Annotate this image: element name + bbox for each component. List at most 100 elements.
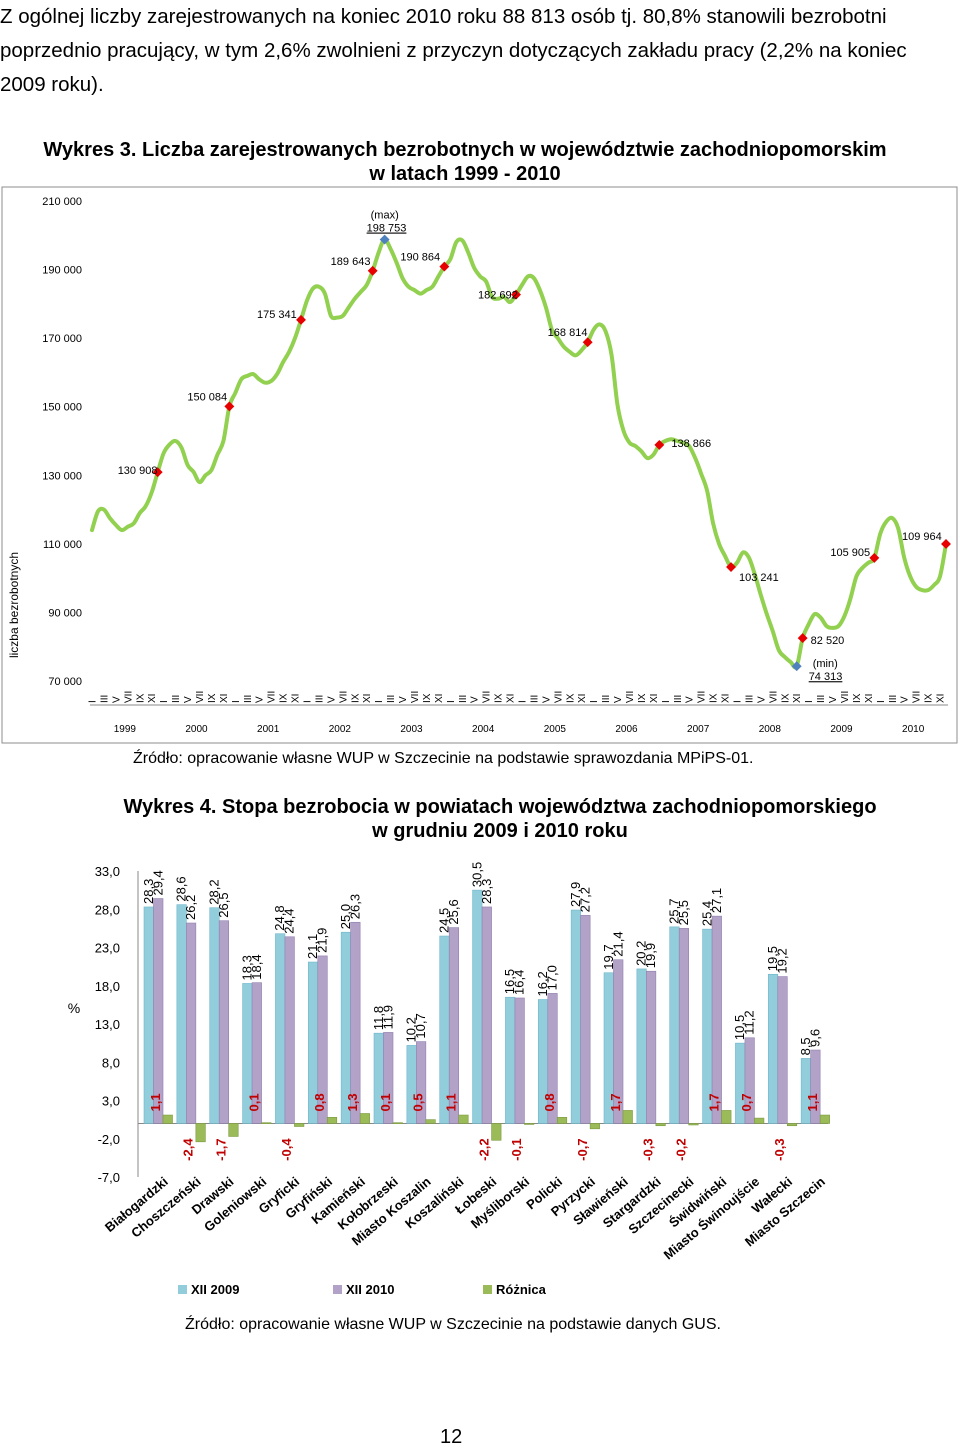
bar [491,1123,502,1141]
bar [754,1117,765,1124]
legend-swatch [178,1285,187,1294]
bar [416,1041,427,1124]
bar-value-label: 19,5 [765,946,780,971]
bar-value-label: 24,4 [282,908,297,933]
month-tick-label: I [88,700,99,703]
chart4-source: Źródło: opracowanie własne WUP w Szczeci… [185,1316,721,1333]
year-label: 2000 [185,724,208,735]
bar-value-label: 21,9 [315,928,330,953]
difference-label: 0,7 [739,1093,754,1111]
bar-chart: 33,028,023,018,013,08,03,0-2,0-7,0 28,32… [68,862,830,1297]
month-tick-label: I [517,700,528,703]
month-tick-label: XI [291,694,302,703]
y-tick-label: 28,0 [95,902,120,917]
bar-value-label: 17,0 [545,965,560,990]
month-tick-label: IX [135,693,146,703]
data-point-marker [367,265,378,276]
month-tick-label: XI [936,694,947,703]
difference-label: 1,3 [345,1093,360,1111]
bar [228,1123,239,1137]
bar-value-label: 21,1 [305,934,320,959]
month-tick-label: V [685,696,696,703]
month-tick-label: IX [350,693,361,703]
bar [275,933,286,1124]
month-tick-label: XI [792,694,803,703]
year-label: 2006 [615,724,638,735]
bar [810,1049,821,1124]
difference-label: 0,1 [378,1093,393,1111]
month-tick-label: IX [494,693,505,703]
month-tick-label: VII [482,691,493,703]
month-tick-label: III [888,695,899,703]
bar [392,1122,403,1124]
month-tick-label: XI [434,694,445,703]
y-tick-label: 110 000 [43,539,82,551]
difference-label: 1,1 [805,1093,820,1111]
bar-value-label: 11,2 [742,1010,757,1034]
bar [646,970,657,1124]
difference-label: -2,4 [181,1138,196,1161]
bar [505,996,516,1124]
year-label: 2001 [257,724,280,735]
bar [458,1114,469,1124]
difference-label: 0,8 [542,1093,557,1111]
bar [162,1114,173,1124]
bar [636,968,647,1124]
y-tick-label: 130 000 [42,470,82,482]
year-label: 2002 [329,724,352,735]
y-axis-label: liczba bezrobotnych [7,552,21,658]
month-tick-label: I [446,700,457,703]
month-tick-label: III [243,695,254,703]
bar-value-label: 25,4 [699,901,714,926]
bar [514,997,525,1124]
month-tick-label: VII [338,691,349,703]
difference-label: 0,8 [312,1093,327,1111]
bar [580,915,591,1124]
month-tick-label: III [816,695,827,703]
bar-value-label: 10,2 [404,1017,419,1042]
bar [570,909,581,1124]
bar [448,927,460,1124]
bar [209,907,220,1124]
data-point-marker [224,401,235,412]
bar [688,1123,699,1126]
bar-value-label: 19,9 [643,943,658,968]
bar [153,898,164,1124]
data-label: 109 964 [902,531,942,543]
difference-label: 1,7 [706,1093,721,1111]
bar-value-label: 21,4 [610,931,625,956]
bar-value-label: 24,8 [272,905,287,930]
y-tick-label: 150 000 [42,402,82,414]
bar [711,915,722,1124]
data-point-marker [582,337,593,348]
difference-label: 1,1 [443,1093,458,1111]
bar [481,906,492,1124]
month-tick-label: VII [912,691,923,703]
month-tick-label: I [732,700,743,703]
difference-label: -0,3 [772,1138,787,1160]
bar [721,1110,732,1124]
month-tick-label: I [159,700,170,703]
data-point-marker [791,661,802,672]
bar-value-label: 26,2 [183,895,198,920]
month-tick-label: III [744,695,755,703]
month-tick-label: XI [219,694,230,703]
data-point-marker [941,539,951,549]
data-label: 190 864 [400,252,440,264]
bar-value-label: 27,1 [709,888,724,913]
month-tick-label: V [183,696,194,703]
bar [472,889,483,1124]
month-tick-label: XI [362,694,373,703]
data-label: 168 814 [548,327,588,339]
month-tick-label: V [470,696,481,703]
bar [383,1032,394,1124]
month-tick-label: III [386,695,397,703]
month-tick-label: III [314,695,325,703]
bar-value-label: 25,5 [676,900,691,925]
bar-value-label: 30,5 [469,862,484,887]
bar [613,959,624,1124]
difference-label: 1,1 [148,1093,163,1111]
y-tick-label: 170 000 [42,333,82,345]
bar-value-label: 24,5 [436,908,451,933]
data-point-marker [511,289,521,300]
